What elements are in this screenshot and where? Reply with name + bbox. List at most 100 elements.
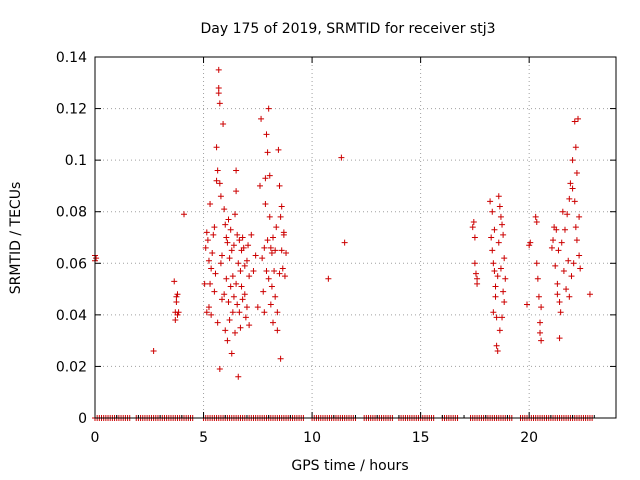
data-point: [229, 273, 236, 280]
data-point: [552, 262, 559, 269]
data-point: [213, 177, 220, 184]
data-point: [211, 288, 218, 295]
data-point: [556, 335, 563, 342]
data-point: [252, 252, 259, 259]
data-point: [274, 327, 281, 334]
chart-title: Day 175 of 2019, SRMTID for receiver stj…: [201, 21, 496, 37]
y-tick-label: 0: [78, 411, 87, 427]
data-point: [283, 249, 290, 256]
data-point: [240, 244, 247, 251]
data-point: [569, 185, 576, 192]
data-point: [501, 255, 508, 262]
data-point: [564, 211, 571, 218]
data-point: [173, 298, 180, 305]
data-point: [532, 213, 539, 220]
data-point: [224, 239, 231, 246]
x-tick-label: 0: [91, 430, 100, 446]
data-point: [93, 255, 100, 262]
data-point: [487, 198, 494, 205]
data-point: [229, 309, 236, 316]
data-point: [215, 90, 222, 97]
data-point: [338, 154, 345, 161]
data-point: [217, 193, 224, 200]
data-point: [233, 280, 240, 287]
data-point: [205, 257, 212, 264]
data-point: [527, 239, 534, 246]
data-point: [259, 255, 266, 262]
data-point: [212, 270, 219, 277]
data-point: [263, 268, 270, 275]
data-point: [230, 293, 237, 300]
data-point: [237, 324, 244, 331]
data-point: [216, 180, 223, 187]
data-point: [496, 203, 503, 210]
data-point: [256, 182, 263, 189]
data-point: [207, 280, 214, 287]
data-point: [203, 309, 210, 316]
x-tick-label: 5: [199, 430, 208, 446]
data-point: [245, 242, 252, 249]
data-point: [224, 337, 231, 344]
data-point: [236, 309, 243, 316]
data-point: [232, 329, 239, 336]
data-point: [273, 224, 280, 231]
data-point: [250, 268, 257, 275]
data-point: [566, 195, 573, 202]
y-tick-label: 0.04: [56, 308, 87, 324]
data-point: [202, 244, 209, 251]
data-point: [538, 337, 545, 344]
data-point: [201, 280, 208, 287]
data-point: [586, 291, 593, 298]
data-point: [491, 268, 498, 275]
x-tick-label: 10: [303, 430, 321, 446]
data-point: [491, 226, 498, 233]
data-point: [215, 84, 222, 91]
data-point: [266, 172, 273, 179]
data-point: [223, 275, 230, 282]
data-point: [173, 293, 180, 300]
data-point: [235, 373, 242, 380]
data-point: [171, 278, 178, 285]
data-point: [228, 247, 235, 254]
data-point: [267, 301, 274, 308]
data-point: [280, 229, 287, 236]
data-point: [537, 329, 544, 336]
data-point: [150, 347, 157, 354]
data-point: [207, 200, 214, 207]
data-point: [230, 242, 237, 249]
data-point: [262, 200, 269, 207]
data-point: [204, 237, 211, 244]
data-point: [246, 273, 253, 280]
data-point: [496, 327, 503, 334]
data-point: [278, 203, 285, 210]
data-point: [181, 211, 188, 218]
data-point: [533, 260, 540, 267]
data-point: [261, 244, 268, 251]
data-point: [239, 296, 246, 303]
data-point: [493, 314, 500, 321]
data-point: [490, 260, 497, 267]
data-point: [576, 252, 583, 259]
data-point: [276, 182, 283, 189]
data-point: [573, 237, 580, 244]
data-point: [557, 309, 564, 316]
data-point: [208, 265, 215, 272]
data-point: [268, 283, 275, 290]
data-point: [495, 193, 502, 200]
data-point: [559, 208, 566, 215]
data-point: [218, 252, 225, 259]
data-point: [254, 304, 261, 311]
data-point: [271, 268, 278, 275]
data-point: [209, 249, 216, 256]
data-point: [241, 262, 248, 269]
data-point: [261, 309, 268, 316]
data-point: [214, 319, 221, 326]
data-point: [226, 317, 233, 324]
y-tick-label: 0.1: [65, 153, 87, 169]
data-point: [576, 213, 583, 220]
data-point: [225, 216, 232, 223]
data-point: [225, 298, 232, 305]
data-point: [569, 157, 576, 164]
data-point: [234, 231, 241, 238]
